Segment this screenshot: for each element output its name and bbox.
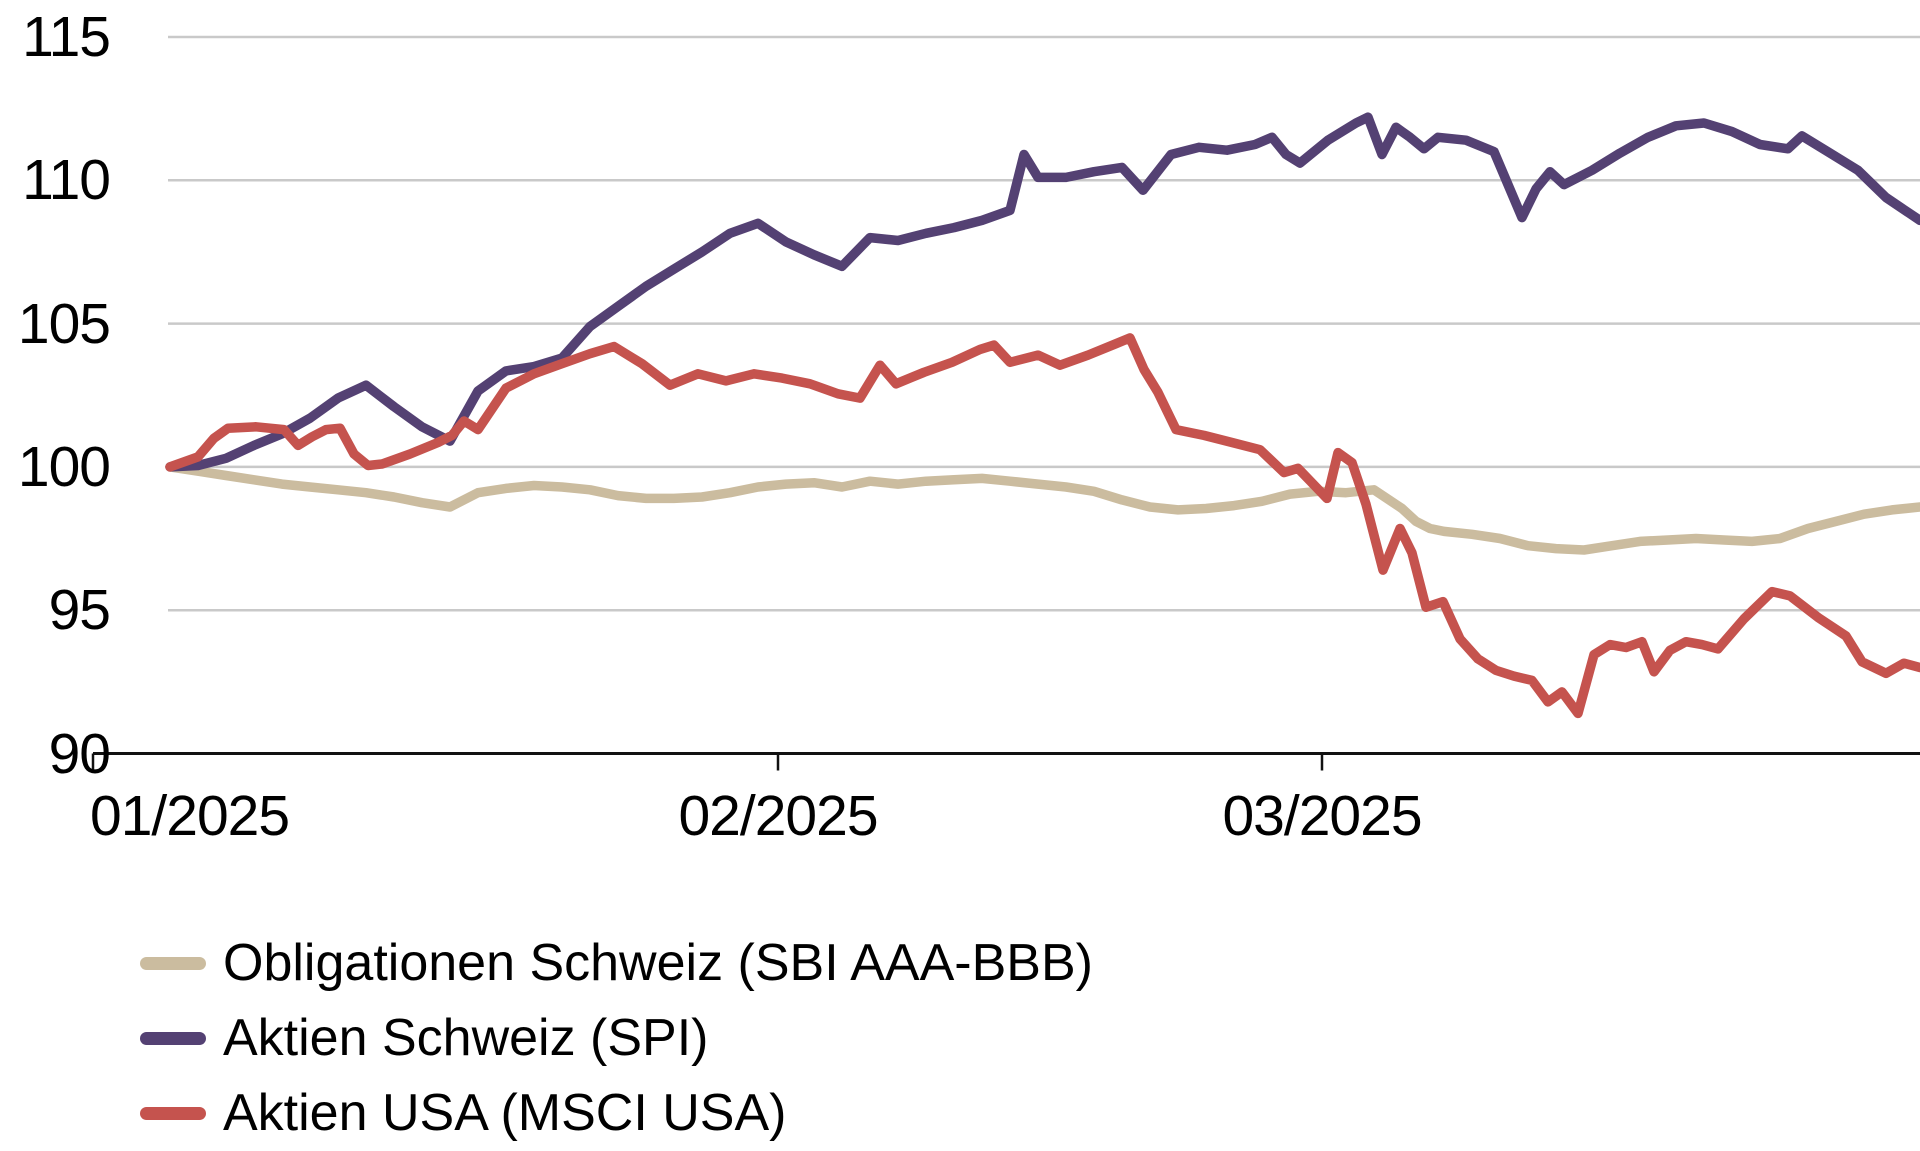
legend-swatch-aktien-schweiz-icon: [140, 1031, 206, 1045]
legend-item-aktien-schweiz: Aktien Schweiz (SPI): [140, 1011, 1093, 1065]
y-axis-tick-label: 100: [17, 434, 111, 499]
y-axis-tick-label: 95: [48, 578, 111, 643]
y-axis-tick-label: 115: [22, 5, 111, 69]
legend-label: Aktien Schweiz (SPI): [223, 1008, 709, 1067]
x-axis-tick-label: 01/2025: [90, 784, 290, 848]
series-line-aktien-schweiz-spi: [165, 112, 1920, 472]
legend-label: Aktien USA (MSCI USA): [223, 1083, 787, 1142]
legend-label: Obligationen Schweiz (SBI AAA-BBB): [223, 933, 1093, 992]
x-axis-tick-label: 03/2025: [1222, 784, 1422, 848]
series-line-obligationen-schweiz-sbi-aaa-bbb: [165, 462, 1920, 555]
y-axis-tick-label: 90: [48, 721, 111, 786]
legend-item-aktien-usa: Aktien USA (MSCI USA): [140, 1086, 1093, 1140]
y-axis-tick-label: 110: [22, 148, 111, 213]
y-axis-tick-label: 105: [17, 291, 111, 356]
series-line-aktien-usa-msci-usa: [165, 333, 1920, 719]
legend-item-obligationen-schweiz: Obligationen Schweiz (SBI AAA-BBB): [140, 936, 1093, 990]
legend-swatch-aktien-usa-icon: [140, 1106, 206, 1120]
x-axis-tick-label: 02/2025: [678, 784, 878, 848]
chart-legend: Obligationen Schweiz (SBI AAA-BBB) Aktie…: [140, 936, 1093, 1140]
legend-swatch-obligationen-schweiz-icon: [140, 956, 206, 970]
